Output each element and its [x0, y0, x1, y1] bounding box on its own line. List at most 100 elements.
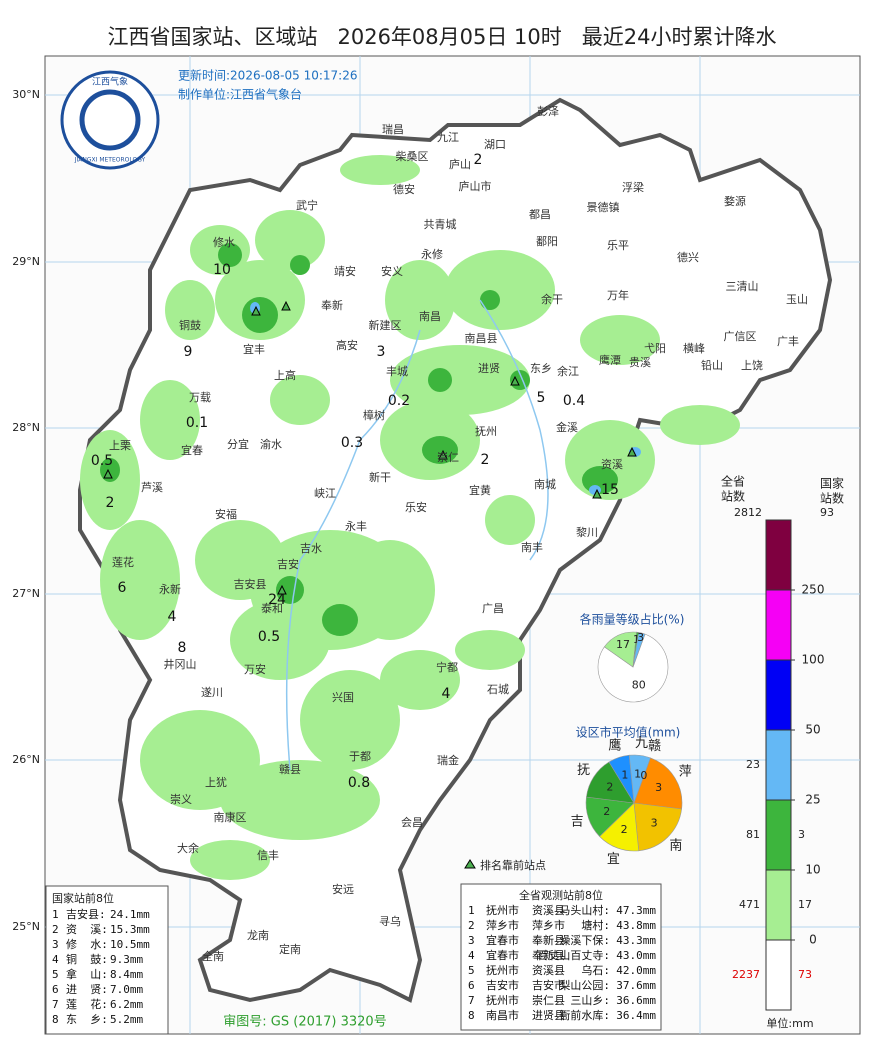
national-top-cell: 15.3mm	[110, 923, 150, 936]
color-class	[765, 659, 792, 731]
update-time: 更新时间:2026-08-05 10:17:26	[178, 68, 358, 83]
rain-area	[276, 576, 304, 604]
class-count-national: 73	[798, 968, 812, 981]
rain-area	[485, 495, 535, 545]
level-label: 100	[802, 653, 825, 667]
unit: 单位:mm	[766, 1016, 813, 1030]
place-label: 弋阳	[644, 342, 666, 355]
level-label: 0	[809, 933, 817, 947]
place-label: 万载	[189, 391, 211, 404]
logo-top: 江西气象	[92, 76, 128, 88]
place-label: 泰和	[261, 601, 283, 615]
rain-area	[428, 368, 452, 392]
place-label: 进贤	[478, 362, 500, 375]
province-top-cell: 奉新县	[532, 948, 565, 962]
rain-area	[345, 540, 435, 640]
level-label: 250	[802, 583, 825, 597]
latitude-label: 28°N	[12, 421, 40, 434]
rank-marker	[277, 584, 287, 595]
rain-area	[100, 520, 180, 640]
place-label: 三清山	[726, 280, 759, 293]
legend-title-all: 站数	[721, 489, 745, 504]
province-top-cell: 马头山村:	[559, 903, 610, 917]
rain-area	[422, 436, 458, 464]
station-value: 0.1	[186, 415, 208, 431]
rain-area	[580, 315, 660, 365]
pie-slice	[597, 633, 669, 703]
province-top-cell: 进贤县	[532, 1009, 565, 1022]
station-value: 0.5	[258, 629, 280, 645]
province-top-cell: 42.0mm	[616, 964, 656, 977]
province-top-cell: 3	[468, 934, 475, 947]
rain-area	[290, 255, 310, 275]
province-top-cell: 萍乡市	[532, 918, 565, 932]
station-value: 0.5	[91, 453, 113, 469]
province-top-cell: 资溪县	[532, 964, 565, 977]
place-label: 婺源	[724, 194, 746, 208]
rank-marker	[592, 488, 602, 499]
place-label: 新干	[369, 470, 391, 484]
place-label: 吉水	[300, 542, 322, 555]
pie-slice	[628, 754, 651, 804]
place-label: 永丰	[345, 519, 367, 533]
place-label: 乐平	[607, 239, 629, 252]
national-top-cell: 莲 花:	[66, 998, 108, 1011]
province-top-cell: 百丈山百丈寺:	[537, 949, 610, 962]
place-label: 余江	[557, 364, 579, 378]
logo-ring	[60, 70, 160, 170]
city-pie-name: 赣	[648, 739, 661, 754]
place-label: 上犹	[205, 776, 227, 789]
province-top-cell: 6	[468, 979, 475, 992]
place-label: 彭泽	[537, 104, 559, 118]
rain-areas	[80, 155, 740, 880]
place-label: 资溪	[601, 458, 623, 471]
province-top-cell: 43.3mm	[616, 934, 656, 947]
city-pie-value: 2	[606, 780, 613, 793]
class-count-national: 3	[798, 828, 805, 841]
rain-area	[190, 840, 270, 880]
city-pie-name: 九	[635, 736, 648, 751]
place-label: 德兴	[677, 250, 699, 264]
station-value: 2	[481, 452, 490, 468]
station-value: 6	[118, 580, 127, 596]
place-label: 大余	[177, 841, 199, 855]
place-label: 广信区	[724, 330, 757, 343]
place-label: 庐山市	[459, 179, 492, 193]
latitude-label: 29°N	[12, 255, 40, 268]
station-value: 9	[184, 344, 193, 360]
station-value: 3	[377, 344, 386, 360]
place-label: 余干	[541, 292, 563, 306]
national-top-title: 国家站前8位	[52, 891, 114, 905]
rain-area	[165, 280, 215, 340]
place-label: 铜鼓	[179, 318, 201, 332]
pie-slice	[632, 632, 646, 668]
total-all: 2812	[734, 506, 762, 519]
place-label: 高安	[336, 338, 358, 352]
city-pie-name: 南	[669, 837, 682, 853]
place-label: 鹰潭	[599, 353, 621, 367]
rank-marker	[438, 449, 448, 460]
province-top-cell: 36.4mm	[616, 1009, 656, 1022]
place-label: 莲花	[112, 556, 134, 569]
place-label: 安福	[215, 507, 237, 521]
rain-area	[140, 380, 200, 460]
station-value: 2	[106, 495, 115, 511]
place-label: 广丰	[777, 335, 799, 348]
rain-area	[660, 405, 740, 445]
province-top-cell: 43.0mm	[616, 949, 656, 962]
national-top-cell: 修 水:	[66, 937, 108, 951]
national-top-cell: 5.2mm	[110, 1013, 143, 1026]
province-top-cell: 乌石:	[581, 963, 610, 977]
place-label: 新建区	[369, 318, 402, 332]
place-label: 湖口	[484, 138, 506, 151]
city-pie-value: 3	[655, 781, 662, 794]
city-pie-title: 设区市平均值(mm)	[576, 725, 681, 740]
latitude-label: 25°N	[12, 920, 40, 933]
place-label: 渝水	[260, 437, 282, 451]
title: 江西省国家站、区域站 2026年08月05日 10时 最近24小时累计降水	[107, 25, 776, 49]
place-label: 南昌县	[465, 332, 498, 345]
place-label: 崇仁	[437, 451, 459, 464]
station-value: 0.4	[563, 393, 585, 409]
place-label: 峡江	[314, 486, 336, 500]
